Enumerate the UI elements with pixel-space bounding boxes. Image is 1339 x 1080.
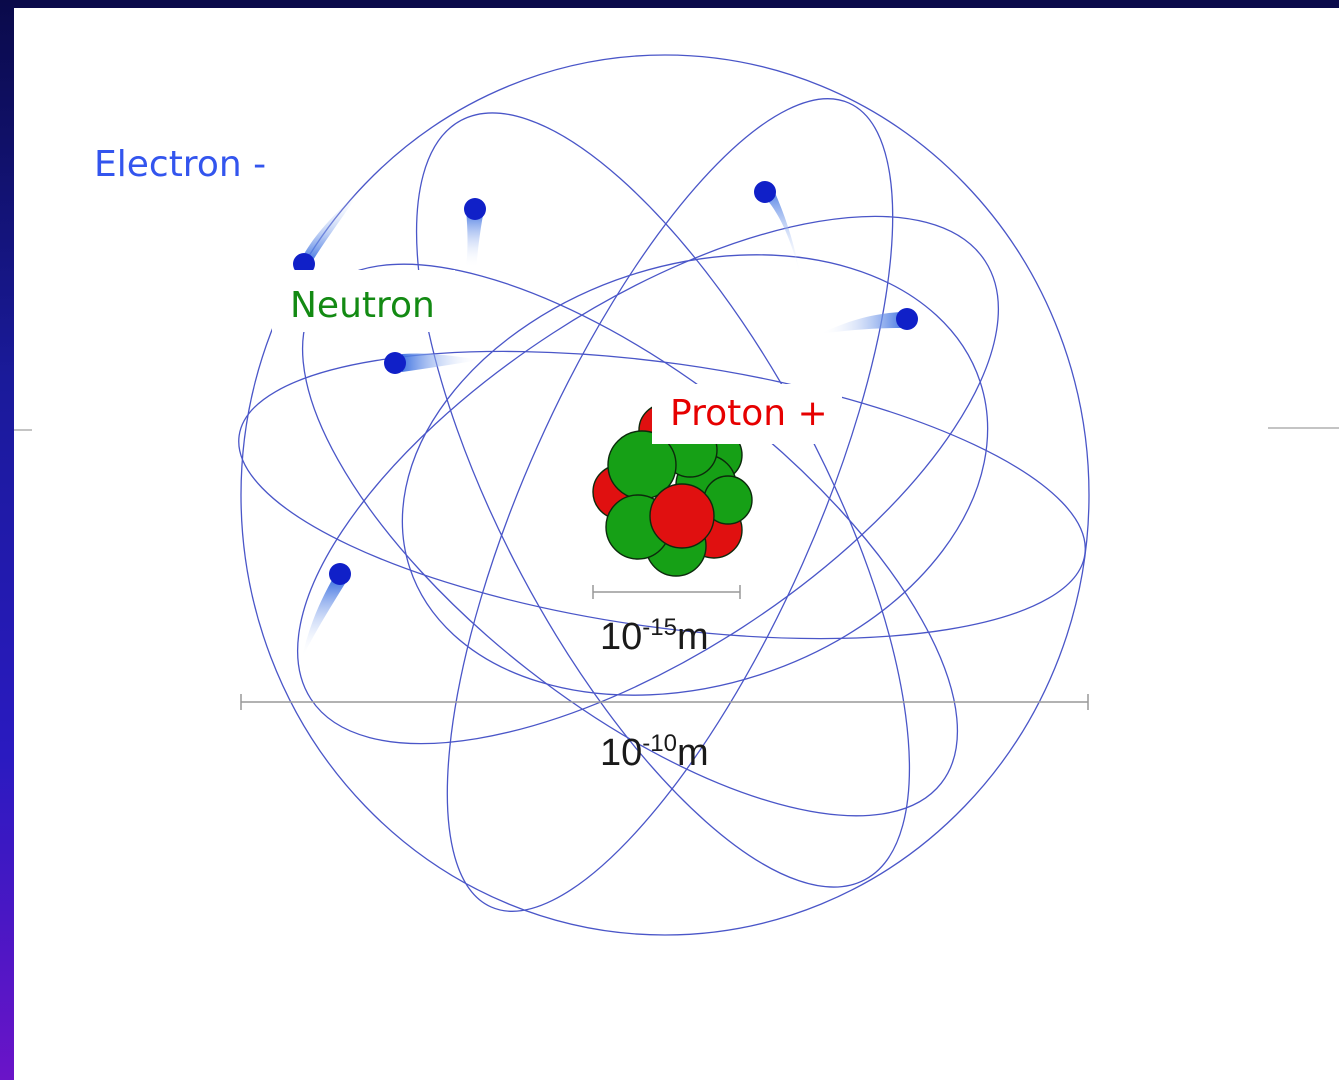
- atom-boundary-circle: [240, 54, 1090, 936]
- proton-label: Proton +: [652, 384, 842, 444]
- electron-1: [293, 190, 360, 275]
- nucleus-scale-label: 10-15m: [600, 616, 709, 658]
- orbit-ellipse-1: [238, 350, 1086, 640]
- neutron-label: Neutron: [272, 270, 455, 332]
- electron-6: [302, 563, 351, 658]
- nucleus-scale-unit: m: [676, 616, 709, 658]
- electron-label: Electron -: [94, 144, 267, 185]
- slide-frame-top: [0, 0, 1339, 8]
- orbit-ellipse-4: [296, 215, 1000, 745]
- atom-scale-label: 10-10m: [600, 732, 709, 774]
- nucleus-scale-exponent: -15: [642, 614, 677, 641]
- nucleus-scale-base: 10: [600, 616, 643, 658]
- orbit-ellipse-5: [401, 254, 989, 696]
- electron-5: [384, 352, 480, 374]
- atom-scale-base: 10: [600, 732, 643, 774]
- slide-frame-left: [0, 0, 14, 1080]
- atom-scale-exponent: -10: [642, 730, 677, 757]
- atom-scale-bar: [240, 694, 1089, 710]
- electron-4: [820, 308, 918, 334]
- nucleus-scale-bar: [592, 585, 741, 599]
- electron-2: [464, 198, 486, 268]
- atom-scale-unit: m: [676, 732, 709, 774]
- electron-3: [754, 181, 800, 275]
- orbit-ellipse-3: [446, 98, 894, 912]
